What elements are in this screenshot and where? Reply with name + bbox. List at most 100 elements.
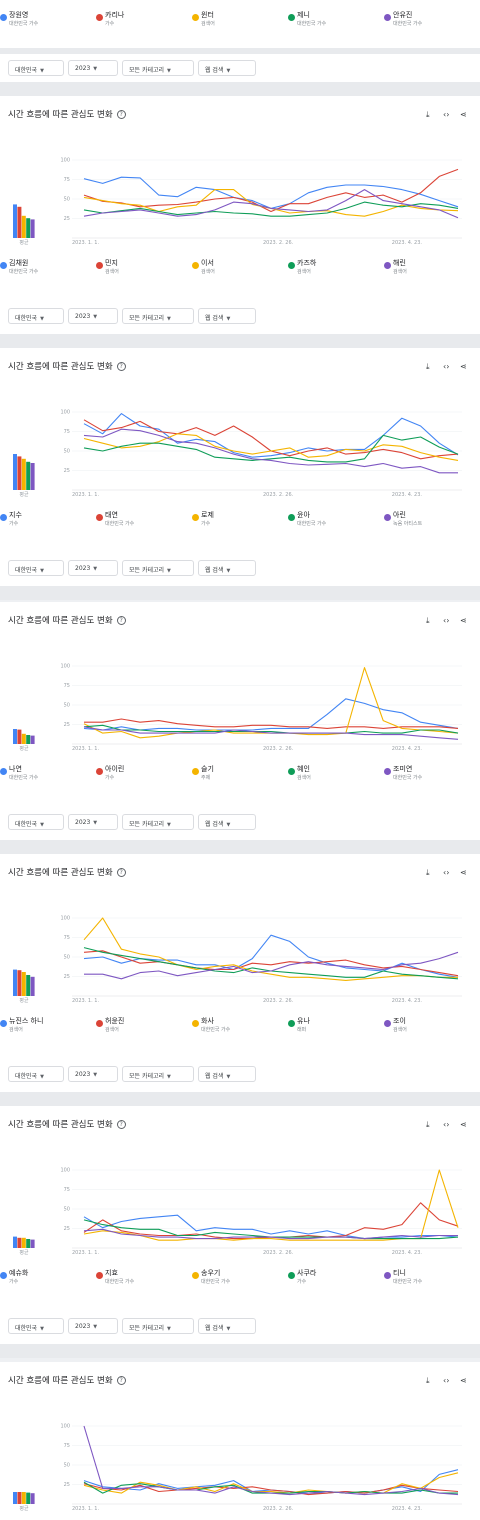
y-tick-label: 25 xyxy=(64,468,70,474)
category-dropdown[interactable]: 모든 카테고리 ▼ xyxy=(122,1066,194,1082)
share-icon[interactable]: ⋖ xyxy=(460,616,467,625)
embed-code-icon[interactable]: ‹› xyxy=(443,616,450,625)
term-2[interactable]: 카리나 가수 xyxy=(96,8,192,44)
series-color-dot xyxy=(384,768,391,775)
download-icon[interactable]: ⤓ xyxy=(426,110,430,119)
term-name: 티니 xyxy=(393,1269,406,1277)
term-tile xyxy=(386,508,474,544)
question-circle-icon[interactable]: ? xyxy=(116,1376,126,1385)
term-5[interactable]: 조미연 대한민국 가수 xyxy=(384,762,480,798)
term-4[interactable]: 사쿠라 가수 xyxy=(288,1266,384,1302)
term-2[interactable]: 태연 대한민국 가수 xyxy=(96,508,192,544)
series-color-dot xyxy=(192,14,199,21)
download-icon[interactable]: ⤓ xyxy=(426,616,430,625)
search-type-dropdown[interactable]: 웹 검색 ▼ xyxy=(198,1318,256,1334)
series-color-dot xyxy=(96,14,103,21)
embed-code-icon[interactable]: ‹› xyxy=(443,110,450,119)
term-5[interactable]: 아린 녹음 아티스트 xyxy=(384,508,480,544)
term-tile xyxy=(386,256,474,292)
year-dropdown[interactable]: 2023 ▼ xyxy=(68,308,118,324)
question-circle-icon[interactable]: ? xyxy=(116,616,126,625)
term-3[interactable]: 윈터 검색어 xyxy=(192,8,288,44)
term-2[interactable]: 허윤진 검색어 xyxy=(96,1014,192,1050)
question-circle-icon[interactable]: ? xyxy=(116,110,126,119)
year-dropdown[interactable]: 2023 ▼ xyxy=(68,60,118,76)
region-dropdown[interactable]: 대한민국 ▼ xyxy=(8,1066,64,1082)
term-1[interactable]: 뉴진스 하니 검색어 xyxy=(0,1014,96,1050)
term-3[interactable]: 송우기 대한민국 가수 xyxy=(192,1266,288,1302)
category-dropdown[interactable]: 모든 카테고리 ▼ xyxy=(122,814,194,830)
search-type-dropdown[interactable]: 웹 검색 ▼ xyxy=(198,814,256,830)
share-icon[interactable]: ⋖ xyxy=(460,362,467,371)
download-icon[interactable]: ⤓ xyxy=(426,362,430,371)
term-1[interactable]: 예슈화 가수 xyxy=(0,1266,96,1302)
term-tile xyxy=(194,762,282,798)
share-icon[interactable]: ⋖ xyxy=(460,110,467,119)
term-1[interactable]: 나연 대한민국 가수 xyxy=(0,762,96,798)
series-line-1 xyxy=(83,413,459,458)
year-label: 2023 xyxy=(75,565,91,572)
term-1[interactable]: 장원영 대한민국 가수 xyxy=(0,8,96,44)
term-description: 대한민국 가수 xyxy=(393,1279,423,1285)
term-3[interactable]: 슬기 주제 xyxy=(192,762,288,798)
term-4[interactable]: 유나 래퍼 xyxy=(288,1014,384,1050)
category-dropdown[interactable]: 모든 카테고리 ▼ xyxy=(122,308,194,324)
term-1[interactable]: 김채원 대한민국 가수 xyxy=(0,256,96,292)
term-2[interactable]: 민지 검색어 xyxy=(96,256,192,292)
series-color-dot xyxy=(384,514,391,521)
year-dropdown[interactable]: 2023 ▼ xyxy=(68,814,118,830)
year-dropdown[interactable]: 2023 ▼ xyxy=(68,1318,118,1334)
category-dropdown[interactable]: 모든 카테고리 ▼ xyxy=(122,560,194,576)
category-dropdown[interactable]: 모든 카테고리 ▼ xyxy=(122,1318,194,1334)
term-3[interactable]: 화사 대한민국 가수 xyxy=(192,1014,288,1050)
region-dropdown[interactable]: 대한민국 ▼ xyxy=(8,308,64,324)
term-2[interactable]: 지효 대한민국 가수 xyxy=(96,1266,192,1302)
region-dropdown[interactable]: 대한민국 ▼ xyxy=(8,814,64,830)
filter-bar: 대한민국 ▼ 2023 ▼ 모든 카테고리 ▼ 웹 검색 ▼ xyxy=(0,1318,480,1338)
term-name: 카리나 xyxy=(105,11,125,19)
download-icon[interactable]: ⤓ xyxy=(426,1120,430,1129)
term-1[interactable]: 지수 가수 xyxy=(0,508,96,544)
embed-code-icon[interactable]: ‹› xyxy=(443,1376,450,1385)
search-type-dropdown[interactable]: 웹 검색 ▼ xyxy=(198,60,256,76)
term-5[interactable]: 조이 검색어 xyxy=(384,1014,480,1050)
term-5[interactable]: 해린 검색어 xyxy=(384,256,480,292)
term-4[interactable]: 윤아 대한민국 가수 xyxy=(288,508,384,544)
term-4[interactable]: 카즈하 검색어 xyxy=(288,256,384,292)
year-dropdown[interactable]: 2023 ▼ xyxy=(68,1066,118,1082)
embed-code-icon[interactable]: ‹› xyxy=(443,868,450,877)
search-type-dropdown[interactable]: 웹 검색 ▼ xyxy=(198,560,256,576)
filter-bar: 대한민국 ▼ 2023 ▼ 모든 카테고리 ▼ 웹 검색 ▼ xyxy=(0,814,480,834)
region-dropdown[interactable]: 대한민국 ▼ xyxy=(8,60,64,76)
term-description: 검색어 xyxy=(297,775,311,781)
share-icon[interactable]: ⋖ xyxy=(460,868,467,877)
search-type-dropdown[interactable]: 웹 검색 ▼ xyxy=(198,1066,256,1082)
share-icon[interactable]: ⋖ xyxy=(460,1120,467,1129)
search-type-dropdown[interactable]: 웹 검색 ▼ xyxy=(198,308,256,324)
term-4[interactable]: 혜인 검색어 xyxy=(288,762,384,798)
x-tick-label: 2023. 1. 1. xyxy=(72,240,99,246)
term-3[interactable]: 이서 검색어 xyxy=(192,256,288,292)
question-circle-icon[interactable]: ? xyxy=(116,868,126,877)
series-line-5 xyxy=(83,428,458,474)
download-icon[interactable]: ⤓ xyxy=(426,868,430,877)
embed-code-icon[interactable]: ‹› xyxy=(443,1120,450,1129)
region-dropdown[interactable]: 대한민국 ▼ xyxy=(8,1318,64,1334)
term-4[interactable]: 제니 대한민국 가수 xyxy=(288,8,384,44)
share-icon[interactable]: ⋖ xyxy=(460,1376,467,1385)
year-dropdown[interactable]: 2023 ▼ xyxy=(68,560,118,576)
series-color-dot xyxy=(384,14,391,21)
question-circle-icon[interactable]: ? xyxy=(116,1120,126,1129)
question-circle-icon[interactable]: ? xyxy=(116,362,126,371)
term-description: 가수 xyxy=(9,1279,19,1285)
region-label: 대한민국 xyxy=(15,821,38,828)
term-5[interactable]: 안유진 대한민국 가수 xyxy=(384,8,480,44)
region-dropdown[interactable]: 대한민국 ▼ xyxy=(8,560,64,576)
download-icon[interactable]: ⤓ xyxy=(426,1376,430,1385)
category-label: 모든 카테고리 xyxy=(129,315,165,322)
term-2[interactable]: 아이린 가수 xyxy=(96,762,192,798)
category-dropdown[interactable]: 모든 카테고리 ▼ xyxy=(122,60,194,76)
embed-code-icon[interactable]: ‹› xyxy=(443,362,450,371)
term-3[interactable]: 로제 가수 xyxy=(192,508,288,544)
